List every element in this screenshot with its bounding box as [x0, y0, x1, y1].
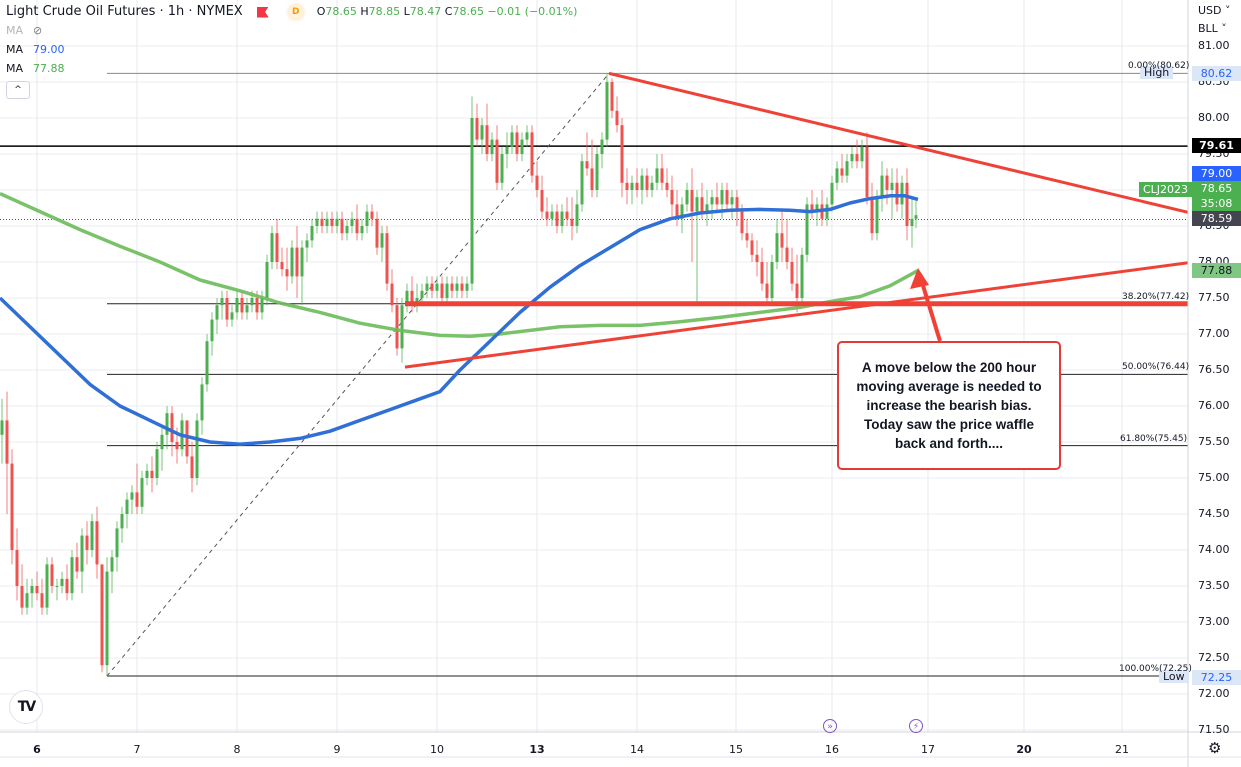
time-tick: 21: [1115, 743, 1129, 756]
ma100-price-badge: 79.00: [1192, 166, 1241, 181]
moving-average-lines: [0, 192, 919, 446]
price-tick: 80.00: [1198, 111, 1230, 124]
price-tick: 81.00: [1198, 39, 1230, 52]
price-tick: 77.00: [1198, 327, 1230, 340]
collapse-legend-button[interactable]: ^: [6, 81, 30, 99]
fib-label: 38.20%(77.42): [1122, 291, 1190, 302]
time-tick: 16: [825, 743, 839, 756]
candlesticks: [0, 73, 918, 676]
gear-icon[interactable]: ⚙: [1208, 739, 1222, 757]
ma-indicator-hidden[interactable]: MA ⊘: [6, 24, 43, 37]
annotation-callout[interactable]: A move below the 200 hour moving average…: [837, 341, 1061, 470]
price-tick: 72.00: [1198, 687, 1230, 700]
fib-label: 0.00%(80.62): [1128, 61, 1190, 72]
low-price-badge: 72.25: [1192, 670, 1241, 685]
fib-label: 61.80%(75.45): [1120, 433, 1188, 444]
ma-indicator-100[interactable]: MA 79.00: [6, 43, 65, 56]
fib-label: 100.00%(72.25): [1119, 664, 1192, 674]
ma-indicator-200[interactable]: MA 77.88: [6, 62, 65, 75]
eye-slash-icon[interactable]: ⊘: [33, 24, 43, 37]
time-tick: 6: [33, 743, 41, 756]
price-tick: 73.00: [1198, 615, 1230, 628]
price-tick: 76.50: [1198, 363, 1230, 376]
ma200-price-badge: 77.88: [1192, 263, 1241, 278]
chart-legend: Light Crude Oil Futures · 1h · NYMEX D O…: [6, 4, 577, 99]
symbol-title[interactable]: Light Crude Oil Futures · 1h · NYMEX: [6, 4, 243, 19]
price-tick: 71.50: [1198, 723, 1230, 736]
price-tick: 75.00: [1198, 471, 1230, 484]
dividend-event-icon[interactable]: »: [823, 719, 837, 733]
fib-label: 50.00%(76.44): [1122, 362, 1190, 373]
tradingview-logo[interactable]: TV: [9, 690, 43, 724]
trendlines: [404, 71, 1189, 369]
time-tick: 10: [430, 743, 444, 756]
chevron-up-icon: ^: [14, 85, 22, 95]
time-tick: 20: [1016, 743, 1032, 756]
price-tick: 76.00: [1198, 399, 1230, 412]
time-tick: 14: [630, 743, 644, 756]
price-tick: 72.50: [1198, 651, 1230, 664]
price-tick: 74.50: [1198, 507, 1230, 520]
dotted-price-badge: 78.59: [1192, 211, 1241, 226]
high-price-badge: 80.62: [1192, 66, 1241, 81]
lightning-event-icon[interactable]: ⚡: [909, 719, 923, 733]
time-tick: 17: [921, 743, 935, 756]
fib-retracement-diagonal: [106, 73, 610, 677]
delayed-data-badge[interactable]: D: [288, 5, 303, 19]
bar-countdown: 35:08: [1192, 196, 1241, 211]
ma200-value: 77.88: [33, 62, 65, 75]
resistance-price-badge: 79.61: [1192, 138, 1241, 153]
price-tick: 73.50: [1198, 579, 1230, 592]
time-tick: 13: [529, 743, 545, 756]
time-tick: 8: [233, 743, 241, 756]
change-value: −0.01 (−0.01%): [487, 5, 578, 18]
currency-selector[interactable]: USD ˅: [1198, 4, 1231, 17]
ma100-value: 79.00: [33, 43, 65, 56]
time-tick: 9: [333, 743, 341, 756]
unit-selector[interactable]: BLL ˅: [1198, 22, 1227, 35]
price-tick: 74.00: [1198, 543, 1230, 556]
price-tick: 77.50: [1198, 291, 1230, 304]
ohlc-values: O78.65 H78.85 L78.47 C78.65 −0.01 (−0.01…: [316, 5, 578, 18]
price-tick: 75.50: [1198, 435, 1230, 448]
high-label: High: [1140, 66, 1174, 79]
flag-icon[interactable]: [256, 6, 269, 18]
time-tick: 7: [133, 743, 141, 756]
last-price-badge: 78.65: [1192, 181, 1241, 196]
time-tick: 15: [729, 743, 743, 756]
symbol-label: CLJ2023: [1139, 182, 1193, 197]
low-label: Low: [1159, 670, 1189, 683]
